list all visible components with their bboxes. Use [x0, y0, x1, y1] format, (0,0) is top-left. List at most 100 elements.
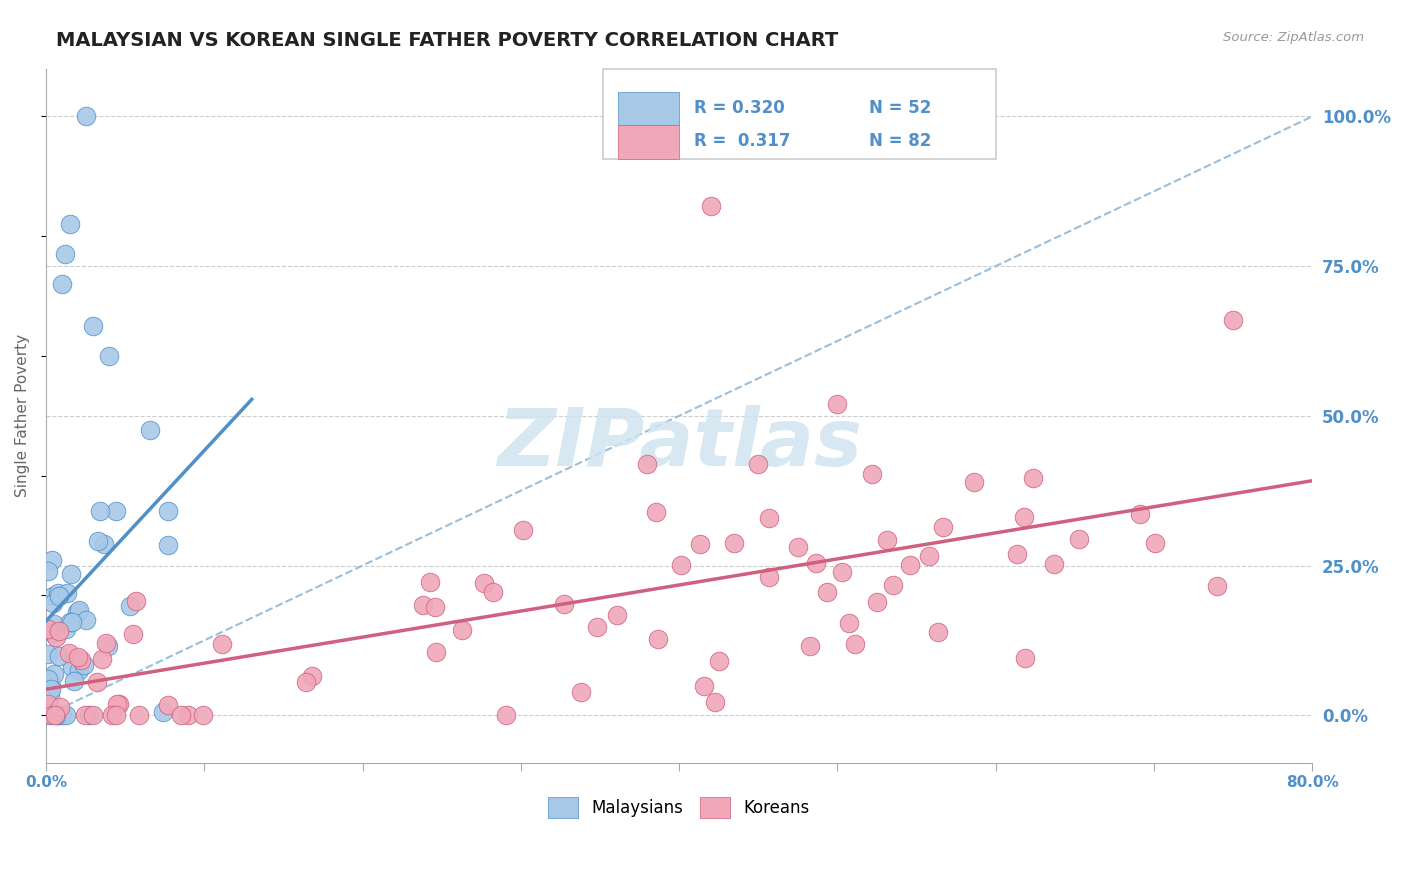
Malaysians — [46, 708, 69, 723]
Koreans — [75, 708, 97, 723]
Koreans — [37, 697, 59, 711]
Text: 80.0%: 80.0% — [1286, 775, 1339, 790]
Malaysians — [37, 647, 59, 661]
Malaysians — [77, 708, 100, 723]
Koreans — [128, 708, 150, 723]
Koreans — [156, 698, 179, 713]
Malaysians — [51, 277, 73, 291]
Malaysians — [60, 660, 83, 674]
Malaysians — [156, 504, 179, 518]
Malaysians — [37, 672, 59, 686]
Text: Source: ZipAtlas.com: Source: ZipAtlas.com — [1223, 31, 1364, 45]
Malaysians — [37, 708, 59, 723]
Koreans — [44, 708, 66, 723]
Malaysians — [42, 589, 65, 603]
Malaysians — [156, 538, 179, 552]
Koreans — [105, 697, 128, 711]
Koreans — [838, 616, 860, 631]
Malaysians — [56, 586, 79, 600]
Malaysians — [44, 617, 66, 632]
Text: R = 0.320: R = 0.320 — [695, 99, 785, 117]
Koreans — [45, 630, 67, 644]
Malaysians — [42, 626, 65, 640]
Koreans — [121, 626, 143, 640]
Malaysians — [41, 553, 63, 567]
Malaysians — [59, 615, 82, 629]
Koreans — [58, 647, 80, 661]
Koreans — [1143, 536, 1166, 550]
Malaysians — [75, 110, 97, 124]
Malaysians — [46, 586, 69, 600]
Malaysians — [59, 217, 82, 231]
Koreans — [704, 696, 727, 710]
Koreans — [69, 653, 91, 667]
Malaysians — [75, 613, 97, 627]
Malaysians — [98, 349, 121, 363]
Koreans — [295, 675, 318, 690]
Koreans — [1205, 579, 1227, 593]
Bar — [619, 92, 679, 126]
Malaysians — [152, 705, 174, 719]
Koreans — [831, 566, 853, 580]
Koreans — [412, 598, 434, 612]
Koreans — [700, 199, 723, 213]
Malaysians — [38, 689, 60, 703]
Malaysians — [138, 423, 160, 437]
Malaysians — [37, 564, 59, 578]
Koreans — [786, 540, 808, 554]
Koreans — [669, 558, 692, 572]
Text: 0.0%: 0.0% — [25, 775, 67, 790]
Koreans — [419, 574, 441, 589]
Malaysians — [48, 589, 70, 603]
Koreans — [48, 624, 70, 638]
Koreans — [301, 669, 323, 683]
Malaysians — [66, 605, 89, 619]
Koreans — [1012, 510, 1035, 524]
Malaysians — [89, 504, 111, 518]
Koreans — [67, 650, 90, 665]
Koreans — [723, 536, 745, 550]
Malaysians — [62, 673, 84, 688]
Malaysians — [53, 247, 76, 261]
Koreans — [758, 510, 780, 524]
Koreans — [49, 700, 72, 714]
Malaysians — [87, 533, 110, 548]
Koreans — [90, 652, 112, 666]
Malaysians — [55, 708, 77, 723]
Text: ZIPatlas: ZIPatlas — [496, 405, 862, 483]
Malaysians — [48, 649, 70, 664]
Koreans — [962, 475, 984, 489]
Malaysians — [73, 658, 96, 673]
Malaysians — [60, 566, 83, 581]
FancyBboxPatch shape — [603, 69, 995, 159]
Text: N = 52: N = 52 — [869, 99, 931, 117]
Koreans — [37, 622, 59, 636]
Malaysians — [97, 639, 120, 653]
Malaysians — [60, 615, 83, 629]
Text: R =  0.317: R = 0.317 — [695, 132, 790, 151]
Koreans — [423, 599, 446, 614]
Malaysians — [39, 679, 62, 693]
Koreans — [918, 549, 941, 563]
Malaysians — [67, 603, 90, 617]
Koreans — [425, 645, 447, 659]
Koreans — [104, 708, 127, 723]
Koreans — [41, 708, 63, 723]
Koreans — [553, 598, 575, 612]
Koreans — [1043, 557, 1066, 571]
Koreans — [472, 575, 495, 590]
Koreans — [844, 637, 866, 651]
Malaysians — [67, 663, 90, 677]
Koreans — [495, 708, 517, 723]
Koreans — [647, 632, 669, 646]
Malaysians — [48, 708, 70, 723]
Koreans — [170, 708, 193, 723]
Koreans — [96, 636, 118, 650]
Malaysians — [42, 596, 65, 610]
Koreans — [191, 708, 214, 723]
Bar — [619, 126, 679, 159]
Malaysians — [118, 599, 141, 613]
Koreans — [482, 584, 505, 599]
Malaysians — [51, 708, 73, 723]
Koreans — [211, 637, 233, 651]
